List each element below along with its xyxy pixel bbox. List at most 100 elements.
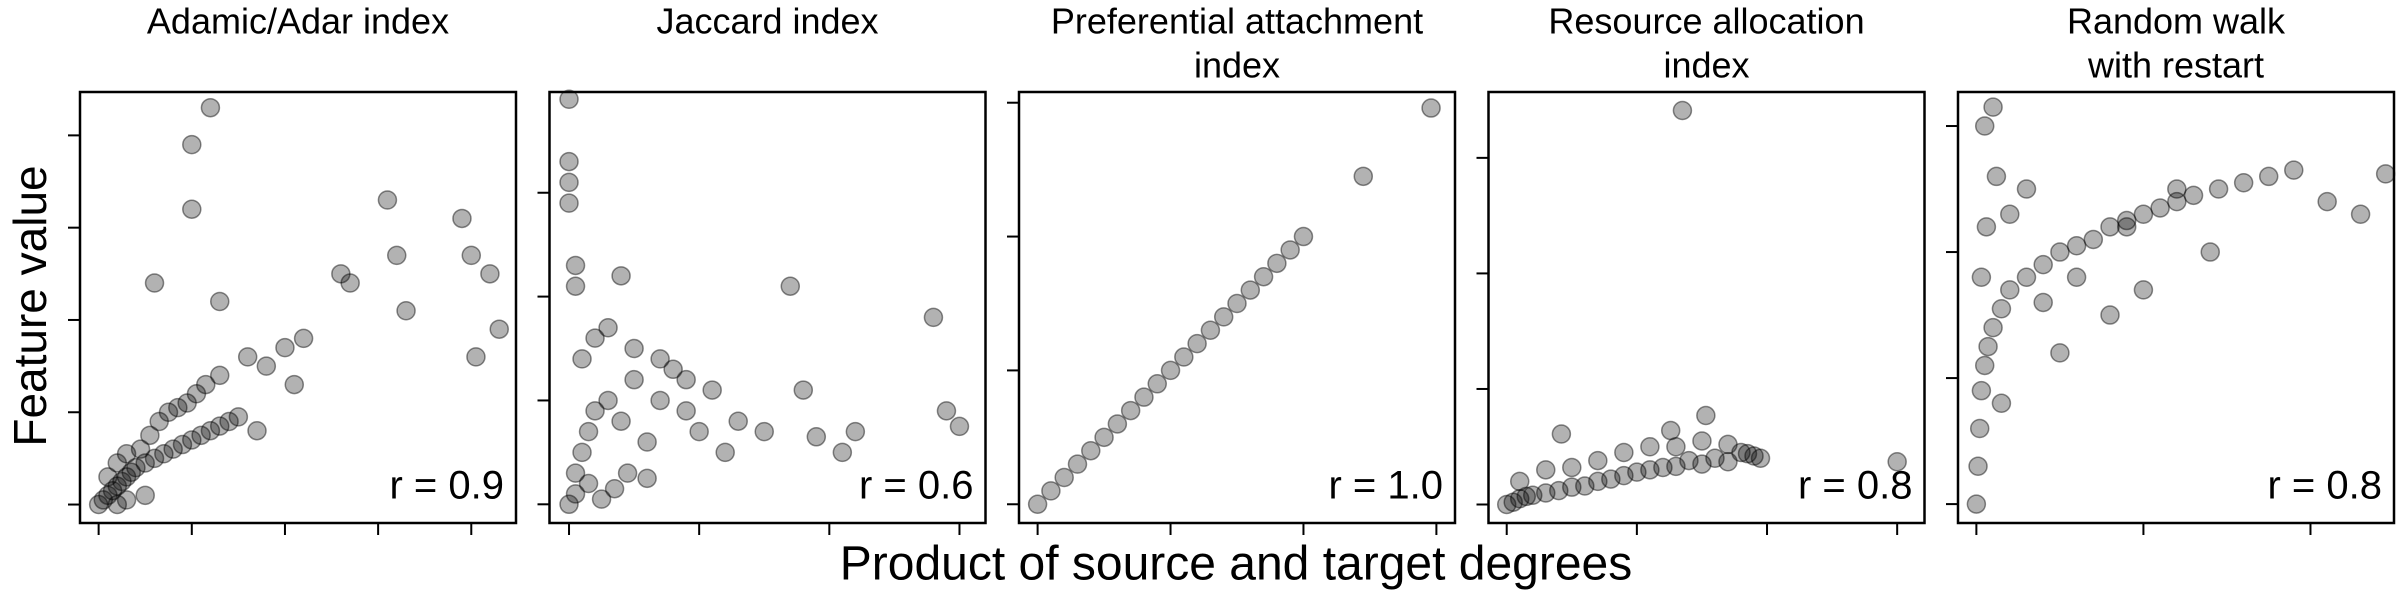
point: [1692, 454, 1712, 474]
point: [107, 453, 128, 473]
point: [1549, 480, 1569, 501]
point: [1627, 462, 1647, 482]
point: [559, 193, 579, 213]
point: [1969, 418, 1990, 439]
point: [1705, 448, 1725, 469]
panel-frame: [78, 90, 518, 525]
point: [565, 276, 586, 296]
panel-title: Jaccard index: [656, 1, 878, 42]
point: [624, 338, 644, 359]
point: [209, 416, 230, 436]
point: [452, 208, 472, 229]
point: [949, 416, 970, 437]
point: [93, 490, 114, 510]
point: [1692, 431, 1712, 451]
point: [1986, 166, 2007, 187]
point: [2284, 160, 2304, 180]
point: [200, 420, 221, 441]
point: [1509, 488, 1530, 509]
point: [1666, 436, 1686, 457]
point: [219, 411, 239, 432]
point: [88, 494, 109, 515]
point: [2317, 191, 2337, 212]
point: [1094, 427, 1114, 448]
point: [715, 442, 735, 463]
point: [572, 349, 592, 369]
point: [559, 89, 579, 110]
point: [598, 318, 618, 338]
point: [2167, 179, 2187, 199]
panel-title: index: [1663, 45, 1749, 86]
point: [1496, 494, 1517, 515]
point: [1653, 457, 1673, 478]
point: [2083, 229, 2104, 250]
point: [98, 467, 118, 487]
point: [2150, 198, 2170, 218]
point: [1523, 485, 1543, 506]
point: [1027, 494, 1048, 515]
point: [396, 300, 416, 321]
point: [617, 463, 638, 483]
point: [1966, 494, 1987, 514]
point: [293, 328, 314, 349]
panel-title: with restart: [2087, 45, 2264, 86]
point: [2033, 292, 2053, 313]
point: [2016, 179, 2037, 199]
point: [1679, 450, 1699, 471]
point: [1187, 333, 1207, 354]
point: [1054, 467, 1074, 488]
point: [1660, 420, 1681, 441]
point: [126, 457, 146, 478]
point: [650, 349, 670, 369]
point: [340, 273, 360, 293]
point: [1562, 477, 1582, 497]
annotation: r = 0.9: [389, 464, 504, 508]
point: [1983, 317, 2003, 338]
point: [107, 476, 128, 496]
point: [209, 365, 230, 386]
panel-title: Random walk: [2067, 1, 2286, 42]
point: [331, 264, 351, 284]
point: [1174, 347, 1194, 367]
point: [1551, 424, 1572, 444]
point: [1588, 450, 1608, 471]
point: [559, 172, 579, 193]
point: [154, 444, 174, 464]
point: [559, 494, 579, 515]
panel-title: index: [1194, 45, 1280, 86]
point: [1731, 442, 1751, 463]
point: [611, 411, 631, 431]
panel-title: Adamic/Adar index: [147, 1, 449, 42]
x-axis-label: Product of source and target degrees: [840, 538, 1633, 591]
point: [275, 337, 295, 358]
point: [2016, 267, 2037, 288]
panel-frame: [1017, 90, 1457, 525]
point: [565, 255, 586, 276]
point: [1516, 486, 1536, 507]
point: [1160, 360, 1181, 381]
point: [689, 421, 709, 442]
point: [1536, 460, 1556, 480]
point: [624, 369, 644, 390]
point: [565, 484, 586, 504]
point: [102, 480, 123, 501]
point: [2133, 280, 2154, 300]
point: [2033, 254, 2053, 275]
point: [1213, 307, 1234, 327]
point: [1718, 452, 1738, 472]
point: [1991, 393, 2012, 414]
point: [377, 190, 398, 210]
point: [144, 448, 165, 469]
point: [135, 485, 155, 506]
point: [1120, 400, 1141, 421]
point: [2350, 204, 2371, 224]
point: [112, 471, 132, 492]
point: [585, 328, 605, 348]
panel-frame: [548, 90, 987, 525]
point: [572, 442, 592, 463]
point: [387, 245, 407, 266]
point: [168, 397, 188, 418]
point: [1974, 355, 1995, 376]
point: [832, 442, 853, 463]
point: [650, 390, 670, 411]
